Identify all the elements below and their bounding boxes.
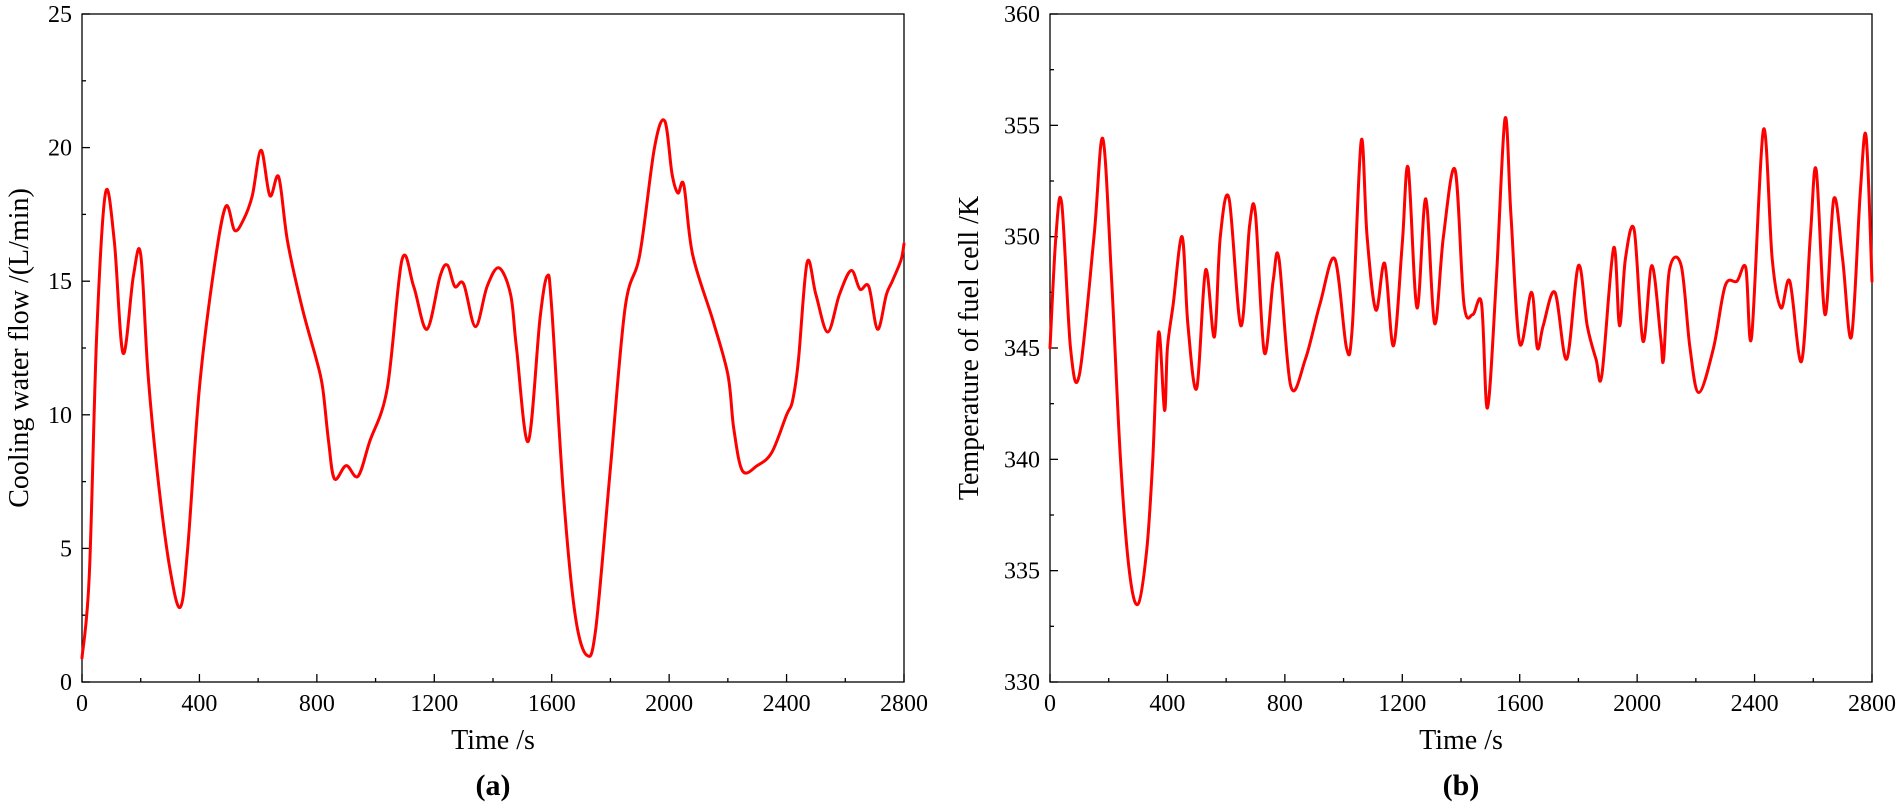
x-axis-label: Time /s [451,725,535,756]
y-tick-label: 5 [60,536,72,562]
y-tick-label: 0 [60,670,72,696]
panel-label: (b) [1443,769,1480,802]
x-tick-label: 1600 [1496,691,1544,717]
y-tick-label: 20 [48,136,72,162]
x-tick-label: 2400 [763,691,811,717]
x-tick-label: 2800 [880,691,928,717]
x-tick-label: 0 [1044,691,1056,717]
y-tick-label: 330 [1004,670,1040,696]
y-tick-label: 15 [48,269,72,295]
x-axis-label: Time /s [1419,725,1503,756]
x-tick-label: 800 [299,691,335,717]
y-axis-label: Temperature of fuel cell /K [954,196,985,500]
panel-label: (a) [476,769,511,802]
y-tick-label: 350 [1004,225,1040,251]
x-tick-label: 0 [76,691,88,717]
x-tick-label: 1200 [410,691,458,717]
y-axis-label: Cooling water flow /(L/min) [4,188,35,508]
x-tick-label: 800 [1267,691,1303,717]
y-tick-label: 335 [1004,559,1040,585]
series-line-2 [1048,116,1874,607]
x-tick-label: 400 [1149,691,1185,717]
x-tick-label: 1200 [1378,691,1426,717]
y-tick-label: 355 [1004,113,1040,139]
series-line-1 [80,118,906,660]
y-tick-label: 10 [48,403,72,429]
x-tick-label: 2000 [645,691,693,717]
y-tick-label: 360 [1004,2,1040,28]
y-tick-label: 340 [1004,447,1040,473]
y-tick-label: 25 [48,2,72,28]
plot-frame-2 [1049,13,1873,683]
plot-frame-1 [81,13,905,683]
x-tick-label: 2400 [1731,691,1779,717]
x-tick-label: 2800 [1848,691,1896,717]
x-tick-label: 2000 [1613,691,1661,717]
x-tick-label: 400 [181,691,217,717]
y-tick-label: 345 [1004,336,1040,362]
x-tick-label: 1600 [528,691,576,717]
